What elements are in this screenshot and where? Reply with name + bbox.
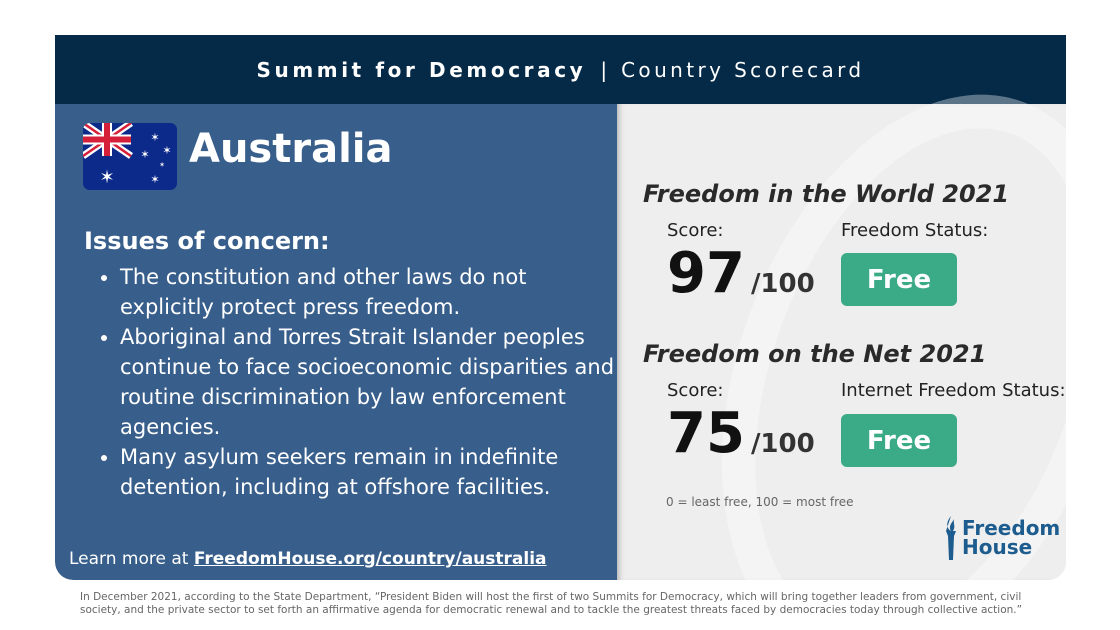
logo-line-1: Freedom	[962, 516, 1061, 540]
fiw-status-label: Freedom Status:	[841, 220, 989, 241]
learn-more: Learn more at FreedomHouse.org/country/a…	[69, 549, 547, 569]
fiw-title: Freedom in the World 2021	[643, 180, 1010, 208]
header-bar: Summit for Democracy | Country Scorecard	[55, 35, 1066, 104]
score-legend: 0 = least free, 100 = most free	[666, 495, 854, 509]
issues-list: The constitution and other laws do not e…	[95, 262, 620, 502]
country-panel: ✶ ✶ ✶ ✶ ✶ ✶ Australia Issues of concern:…	[55, 104, 617, 580]
fotn-score-max: /100	[750, 429, 815, 459]
fiw-status-badge: Free	[841, 253, 957, 306]
australia-flag-icon: ✶ ✶ ✶ ✶ ✶ ✶	[83, 123, 177, 190]
scores-panel: Freedom in the World 2021 Score: Freedom…	[617, 38, 1066, 580]
issues-title: Issues of concern:	[84, 227, 330, 255]
svg-text:✶: ✶	[150, 173, 159, 186]
fiw-score: 97/100	[667, 244, 815, 314]
scorecard-card: Summit for Democracy | Country Scorecard…	[55, 35, 1066, 580]
svg-text:✶: ✶	[140, 148, 149, 161]
footer-quote: In December 2021, according to the State…	[80, 591, 1023, 616]
fiw-score-max: /100	[750, 269, 815, 299]
svg-text:✶: ✶	[162, 144, 171, 157]
fiw-score-value: 97	[667, 241, 745, 306]
torch-icon	[946, 516, 956, 560]
fotn-score: 75/100	[667, 404, 815, 474]
issue-item: The constitution and other laws do not e…	[120, 262, 620, 322]
svg-text:✶: ✶	[99, 167, 114, 188]
header-separator: |	[600, 57, 608, 82]
learn-more-label: Learn more at	[69, 549, 194, 569]
country-link[interactable]: FreedomHouse.org/country/australia	[193, 549, 547, 569]
fotn-status-label: Internet Freedom Status:	[841, 380, 1066, 401]
country-name: Australia	[189, 126, 393, 172]
fiw-score-label: Score:	[667, 220, 724, 241]
svg-text:✶: ✶	[159, 161, 165, 169]
svg-text:✶: ✶	[150, 131, 159, 144]
header-subtitle: Country Scorecard	[621, 57, 865, 82]
logo-line-2: House	[962, 535, 1033, 559]
freedom-house-logo: Freedom House	[944, 516, 1060, 560]
fotn-status-badge: Free	[841, 414, 957, 467]
issue-item: Aboriginal and Torres Strait Islander pe…	[120, 322, 620, 442]
fotn-score-label: Score:	[667, 380, 724, 401]
issue-item: Many asylum seekers remain in indefinite…	[120, 442, 620, 502]
fotn-score-value: 75	[667, 401, 745, 466]
fotn-title: Freedom on the Net 2021	[643, 340, 987, 368]
header-title: Summit for Democracy	[256, 57, 587, 82]
